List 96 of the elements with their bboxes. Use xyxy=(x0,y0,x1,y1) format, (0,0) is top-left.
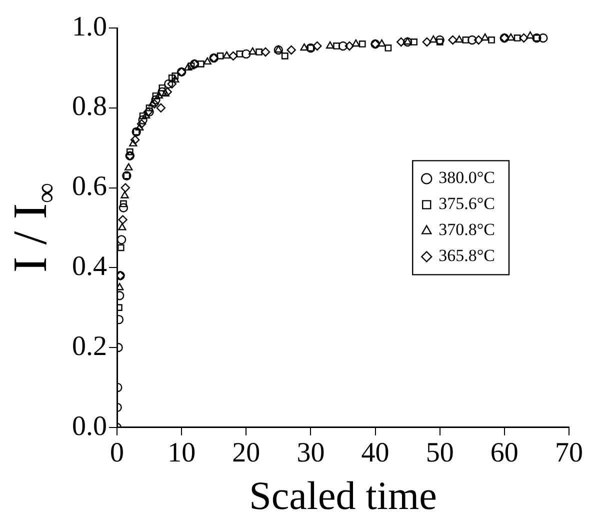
y-tick-label: 0.4 xyxy=(72,251,107,282)
point xyxy=(488,36,495,44)
point xyxy=(435,35,444,45)
point xyxy=(352,39,360,47)
point xyxy=(161,89,170,96)
y-tick-label: 0.0 xyxy=(72,410,107,442)
x-tick-label: 30 xyxy=(296,438,325,469)
point xyxy=(146,104,153,112)
point xyxy=(242,49,251,59)
point xyxy=(138,115,148,124)
y-tick-label: 0.8 xyxy=(72,91,107,122)
point xyxy=(514,34,521,42)
point xyxy=(156,103,166,112)
point xyxy=(184,63,192,71)
point xyxy=(124,163,133,170)
y-tick-label: 1.0 xyxy=(72,11,107,42)
point xyxy=(136,123,144,130)
point xyxy=(117,244,124,252)
point xyxy=(455,35,464,43)
point xyxy=(152,92,160,100)
point xyxy=(118,215,128,224)
point xyxy=(117,283,124,290)
point xyxy=(448,35,458,45)
point xyxy=(171,75,180,83)
legend-label: 370.8°C xyxy=(438,220,496,240)
point xyxy=(248,47,257,55)
point xyxy=(396,37,406,47)
point xyxy=(216,52,224,60)
point xyxy=(139,112,146,120)
point xyxy=(120,200,127,208)
x-tick-label: 50 xyxy=(426,438,454,469)
point xyxy=(338,41,348,51)
point xyxy=(344,41,354,51)
point xyxy=(378,39,386,47)
point xyxy=(480,33,490,41)
point xyxy=(130,135,140,144)
x-tick-label: 20 xyxy=(232,438,260,469)
x-tick-label: 40 xyxy=(361,438,390,469)
point xyxy=(120,183,130,192)
point xyxy=(167,79,176,89)
point xyxy=(151,95,160,104)
point xyxy=(168,74,176,82)
point xyxy=(462,36,470,44)
x-tick-label: 70 xyxy=(555,438,583,469)
point xyxy=(118,223,126,230)
point xyxy=(150,99,160,108)
y-tick-label: 0.2 xyxy=(72,330,107,362)
point xyxy=(118,203,128,212)
point xyxy=(154,91,164,98)
point xyxy=(117,235,126,244)
point xyxy=(172,72,179,80)
y-axis-title: I / I∞ xyxy=(4,182,63,273)
point xyxy=(260,47,270,57)
point xyxy=(158,87,167,97)
point xyxy=(326,41,334,49)
x-tick-label: 0 xyxy=(110,438,124,469)
point xyxy=(286,45,296,55)
point xyxy=(300,43,308,51)
point xyxy=(384,44,392,52)
point xyxy=(236,50,244,58)
point xyxy=(410,38,418,46)
x-tick-label: 60 xyxy=(490,438,518,469)
point xyxy=(129,139,138,146)
point xyxy=(519,33,528,43)
point xyxy=(148,99,157,106)
point xyxy=(468,35,477,45)
point xyxy=(222,51,231,59)
point xyxy=(120,191,129,198)
point xyxy=(136,119,146,128)
point xyxy=(422,37,432,47)
x-axis-title: Scaled time xyxy=(249,473,437,518)
point xyxy=(256,48,262,56)
point xyxy=(203,57,212,65)
point xyxy=(333,42,340,50)
point xyxy=(281,52,288,60)
point xyxy=(538,33,548,43)
point xyxy=(474,35,484,45)
point xyxy=(188,62,195,70)
point xyxy=(198,60,204,68)
legend-label: 375.6°C xyxy=(438,194,496,214)
x-tick-label: 10 xyxy=(168,438,196,469)
point xyxy=(506,33,515,41)
legend-label: 380.0°C xyxy=(438,168,496,188)
point xyxy=(312,41,322,51)
point xyxy=(228,51,238,61)
point xyxy=(126,148,134,156)
point xyxy=(436,38,444,46)
y-tick-label: 0.6 xyxy=(72,171,107,202)
point xyxy=(526,31,534,39)
point xyxy=(162,87,172,97)
point xyxy=(164,79,174,89)
point xyxy=(429,35,438,43)
legend-label: 365.8°C xyxy=(438,246,496,266)
point xyxy=(158,84,166,92)
point xyxy=(142,111,150,118)
point xyxy=(358,40,366,48)
